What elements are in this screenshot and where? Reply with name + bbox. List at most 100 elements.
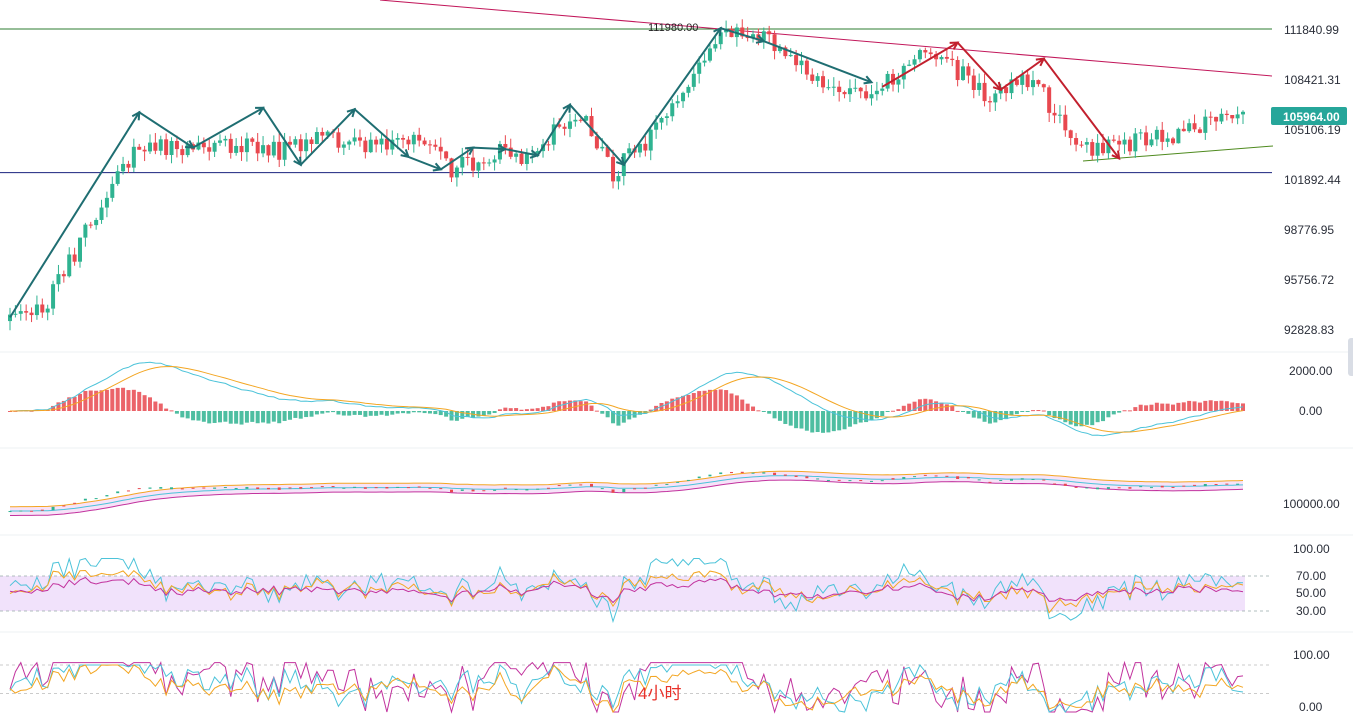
macd-histogram-bar bbox=[115, 387, 120, 411]
macd-histogram-bar bbox=[713, 389, 718, 411]
macd-histogram-bar bbox=[1095, 411, 1100, 423]
bollinger-candle bbox=[514, 489, 518, 491]
panel-collapse-handle[interactable] bbox=[1348, 338, 1353, 376]
bollinger-candle bbox=[1063, 483, 1067, 486]
candle-down bbox=[239, 145, 244, 153]
candle-down bbox=[1208, 116, 1213, 118]
candle-up bbox=[535, 151, 540, 154]
macd-histogram-bar bbox=[185, 411, 190, 419]
candle-up bbox=[1203, 116, 1208, 133]
bollinger-candle bbox=[353, 486, 357, 488]
macd-histogram-bar bbox=[594, 410, 599, 412]
bollinger-candle bbox=[697, 476, 701, 479]
candle-down bbox=[810, 74, 815, 81]
macd-histogram-bar bbox=[551, 402, 556, 411]
macd-histogram-bar bbox=[971, 411, 976, 418]
candle-up bbox=[99, 207, 104, 220]
macd-histogram-bar bbox=[627, 411, 632, 420]
macd-histogram-bar bbox=[648, 409, 653, 411]
candle-up bbox=[993, 93, 998, 103]
bollinger-candle bbox=[406, 487, 410, 489]
macd-histogram-bar bbox=[444, 411, 449, 417]
macd-histogram-bar bbox=[734, 395, 739, 411]
macd-histogram-bar bbox=[314, 411, 319, 415]
arrow-head bbox=[185, 140, 195, 149]
macd-histogram-bar bbox=[401, 411, 406, 414]
candle-up bbox=[110, 183, 115, 198]
candle-down bbox=[837, 86, 842, 93]
bollinger-candle bbox=[676, 481, 680, 483]
candle-down bbox=[137, 146, 142, 150]
candle-down bbox=[1036, 80, 1041, 85]
price-axis-label: 108421.31 bbox=[1284, 73, 1341, 87]
macd-histogram-bar bbox=[433, 411, 438, 415]
bollinger-candle bbox=[396, 486, 400, 488]
macd-histogram-bar bbox=[729, 393, 734, 411]
macd-histogram-bar bbox=[126, 390, 131, 411]
bollinger-candle bbox=[816, 478, 820, 480]
macd-histogram-bar bbox=[1127, 410, 1132, 412]
candle-down bbox=[298, 139, 303, 152]
bollinger-candle bbox=[869, 480, 873, 482]
candle-down bbox=[422, 140, 427, 145]
candle-down bbox=[465, 156, 470, 158]
candle-down bbox=[966, 66, 971, 76]
current-price-value: 105964.00 bbox=[1283, 110, 1340, 124]
arrow-head bbox=[949, 41, 960, 50]
candle-up bbox=[664, 116, 669, 118]
bollinger-candle bbox=[557, 485, 561, 487]
candle-up bbox=[1106, 139, 1111, 154]
bollinger-candle bbox=[859, 480, 863, 482]
macd-histogram-bar bbox=[794, 411, 799, 429]
macd-histogram-bar bbox=[1074, 411, 1079, 427]
bollinger-candle bbox=[1182, 485, 1186, 487]
arrow-head bbox=[529, 149, 540, 159]
bollinger-candle bbox=[740, 471, 744, 474]
candle-up bbox=[34, 304, 39, 316]
macd-histogram-bar bbox=[1208, 400, 1213, 411]
candle-down bbox=[207, 147, 212, 152]
macd-dif-line bbox=[9, 361, 1244, 437]
macd-histogram-bar bbox=[858, 411, 863, 423]
macd-histogram-bar bbox=[589, 405, 594, 411]
candle-up bbox=[1133, 133, 1138, 152]
candle-up bbox=[476, 162, 481, 171]
candle-up bbox=[56, 274, 61, 285]
bollinger-candle bbox=[223, 487, 227, 489]
bollinger-upper bbox=[10, 470, 1244, 508]
candle-up bbox=[675, 101, 680, 104]
candle-down bbox=[427, 144, 432, 146]
candle-up bbox=[659, 117, 664, 123]
candle-up bbox=[707, 48, 712, 61]
candle-down bbox=[891, 73, 896, 85]
macd-histogram-bar bbox=[336, 411, 341, 415]
macd-histogram-bar bbox=[217, 411, 222, 423]
macd-histogram-bar bbox=[788, 411, 793, 426]
candle-up bbox=[487, 162, 492, 164]
candle-down bbox=[1127, 139, 1132, 152]
candle-down bbox=[1090, 142, 1095, 156]
macd-histogram-bar bbox=[600, 411, 605, 414]
macd-histogram-bar bbox=[1036, 410, 1041, 412]
macd-histogram-bar bbox=[901, 405, 906, 411]
candle-up bbox=[912, 59, 917, 65]
candle-down bbox=[153, 142, 158, 151]
macd-histogram-bar bbox=[158, 403, 163, 411]
candle-up bbox=[234, 145, 239, 153]
candle-up bbox=[627, 148, 632, 154]
candle-down bbox=[201, 142, 206, 148]
macd-histogram-bar bbox=[567, 400, 572, 411]
bollinger-candle bbox=[913, 476, 917, 478]
candle-up bbox=[115, 171, 120, 184]
macd-histogram-bar bbox=[508, 408, 513, 411]
bollinger-candle bbox=[568, 484, 572, 486]
macd-histogram-bar bbox=[799, 411, 804, 429]
candle-up bbox=[853, 87, 858, 89]
macd-histogram-bar bbox=[675, 397, 680, 411]
macd-histogram-bar bbox=[282, 411, 287, 421]
bollinger-candle bbox=[385, 486, 389, 489]
bollinger-candle bbox=[180, 488, 184, 490]
candle-up bbox=[751, 34, 756, 39]
bollinger-candle bbox=[503, 487, 507, 489]
